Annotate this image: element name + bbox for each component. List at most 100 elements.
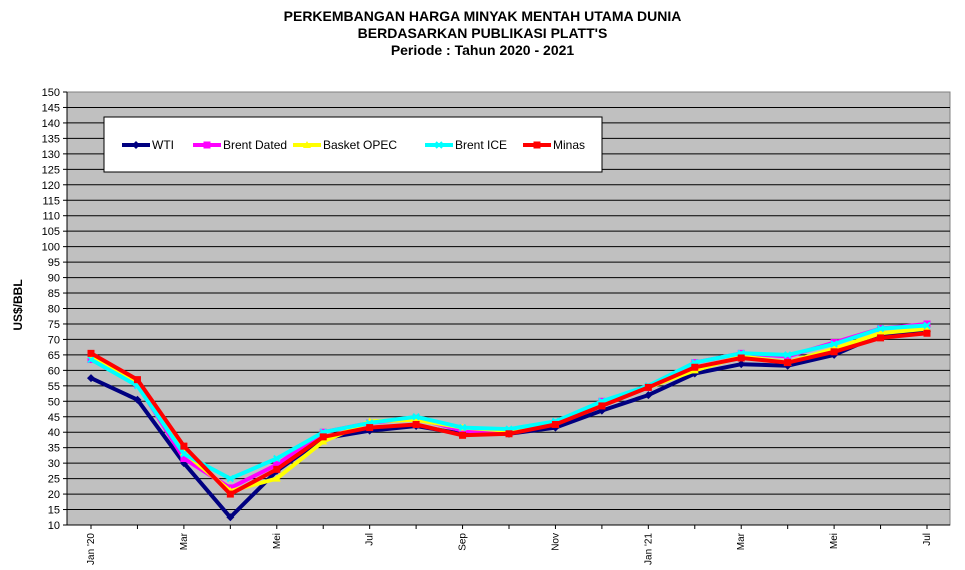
point-minas (180, 442, 188, 450)
y-tick-label: 40 (48, 427, 60, 439)
chart-title-block: PERKEMBANGAN HARGA MINYAK MENTAH UTAMA D… (0, 8, 965, 59)
point-minas (691, 363, 699, 371)
legend: WTI Brent Dated Basket OPEC Brent ICE Minas (103, 116, 603, 173)
series-lines (87, 320, 931, 522)
y-tick-label: 105 (42, 226, 60, 238)
point-wti (644, 391, 653, 400)
point-brent-ice-stroke-b (830, 340, 838, 348)
legend-marker-brent-ice (435, 141, 443, 149)
point-brent-ice-stroke-b (923, 321, 931, 330)
point-minas (737, 354, 745, 362)
point-brent-dated (180, 455, 188, 463)
y-tick-label: 30 (48, 458, 60, 470)
legend-item-basket-opec: Basket OPEC (293, 138, 397, 152)
point-minas (877, 334, 885, 342)
chart-title: PERKEMBANGAN HARGA MINYAK MENTAH UTAMA D… (283, 8, 682, 24)
point-brent-ice-stroke-b (226, 474, 235, 483)
legend-item-wti: WTI (122, 138, 174, 152)
point-minas (923, 329, 931, 337)
point-brent-ice-stroke-b (458, 423, 467, 432)
point-brent-ice (87, 355, 95, 364)
point-wti (133, 395, 142, 404)
point-minas (551, 420, 559, 428)
legend-label-wti: WTI (152, 138, 174, 152)
point-brent-ice (876, 324, 885, 333)
point-minas (598, 402, 606, 410)
legend-label-basket-opec: Basket OPEC (323, 138, 397, 152)
y-tick-label: 100 (42, 242, 60, 254)
point-brent-dated (273, 461, 281, 469)
point-wti (226, 513, 235, 522)
point-brent-ice-stroke-b (783, 351, 792, 359)
legend-label-brent-ice: Brent ICE (455, 138, 507, 152)
point-minas (644, 383, 652, 391)
y-tick-label: 45 (48, 412, 60, 424)
y-tick-label: 35 (48, 443, 60, 455)
point-brent-ice (458, 423, 467, 432)
x-tick-label: Mei (829, 533, 840, 549)
legend-label-minas: Minas (553, 138, 585, 152)
point-minas (830, 348, 838, 356)
legend-marker-minas (533, 141, 541, 149)
point-brent-dated (923, 320, 931, 328)
legend-item-brent-ice: Brent ICE (425, 138, 507, 152)
point-brent-ice (180, 450, 188, 458)
y-axis-ticks: 10 15 20 25 30 35 40 45 50 55 60 65 70 75 80 85 90 95 100 1… (42, 87, 67, 532)
y-tick-label: 25 (48, 474, 60, 486)
y-tick-label: 110 (42, 211, 60, 223)
x-tick-label: Jan '21 (643, 533, 654, 565)
y-tick-label: 145 (42, 102, 60, 114)
y-tick-label: 65 (48, 350, 60, 362)
y-tick-label: 80 (48, 304, 60, 316)
point-brent-ice (273, 454, 281, 463)
y-tick-label: 55 (48, 381, 60, 393)
x-tick-label: Jul (365, 533, 376, 546)
point-minas (412, 420, 420, 428)
point-brent-ice-stroke-b (180, 450, 188, 458)
point-brent-dated (459, 427, 467, 435)
point-wti (87, 374, 95, 383)
x-tick-label: Nov (550, 533, 561, 551)
point-basket-opec (272, 474, 281, 482)
x-tick-label: Mar (179, 532, 190, 550)
point-basket-opec (319, 437, 328, 445)
point-brent-ice (412, 413, 420, 421)
legend-marker-brent-dated (203, 141, 211, 149)
y-tick-label: 135 (42, 133, 60, 145)
y-tick-label: 70 (48, 334, 60, 346)
point-minas (459, 431, 467, 439)
y-tick-label: 95 (48, 257, 60, 269)
y-tick-label: 120 (42, 180, 60, 192)
y-tick-label: 75 (48, 319, 60, 331)
y-tick-label: 115 (42, 195, 60, 207)
point-wti (737, 360, 746, 369)
point-brent-ice (226, 474, 235, 483)
x-axis-ticks: Jan '20 Mar Mei Jul Sep Nov Jan '21 Mar Mei Jul (86, 525, 933, 565)
y-tick-label: 15 (48, 505, 60, 517)
y-tick-label: 90 (48, 273, 60, 285)
point-minas (319, 433, 327, 441)
legend-marker-basket-opec (303, 141, 311, 148)
legend-item-brent-dated: Brent Dated (193, 138, 287, 152)
point-brent-ice (783, 351, 792, 359)
legend-box (103, 116, 603, 173)
y-tick-label: 125 (42, 164, 60, 176)
point-minas (273, 465, 281, 473)
x-tick-label: Sep (458, 533, 469, 551)
y-tick-label: 10 (48, 520, 60, 532)
x-tick-label: Jul (922, 533, 933, 546)
point-minas (133, 376, 141, 384)
y-tick-label: 60 (48, 365, 60, 377)
y-axis-label: US$/BBL (11, 279, 25, 330)
y-tick-label: 20 (48, 489, 60, 501)
x-tick-label: Mei (272, 533, 283, 549)
point-minas (505, 430, 513, 438)
point-minas (784, 359, 792, 367)
y-tick-label: 50 (48, 396, 60, 408)
point-brent-ice-stroke-b (876, 324, 885, 333)
x-tick-label: Mar (736, 532, 747, 550)
y-tick-label: 140 (42, 118, 60, 130)
legend-label-brent-dated: Brent Dated (223, 138, 287, 152)
point-brent-ice-stroke-b (412, 413, 420, 421)
